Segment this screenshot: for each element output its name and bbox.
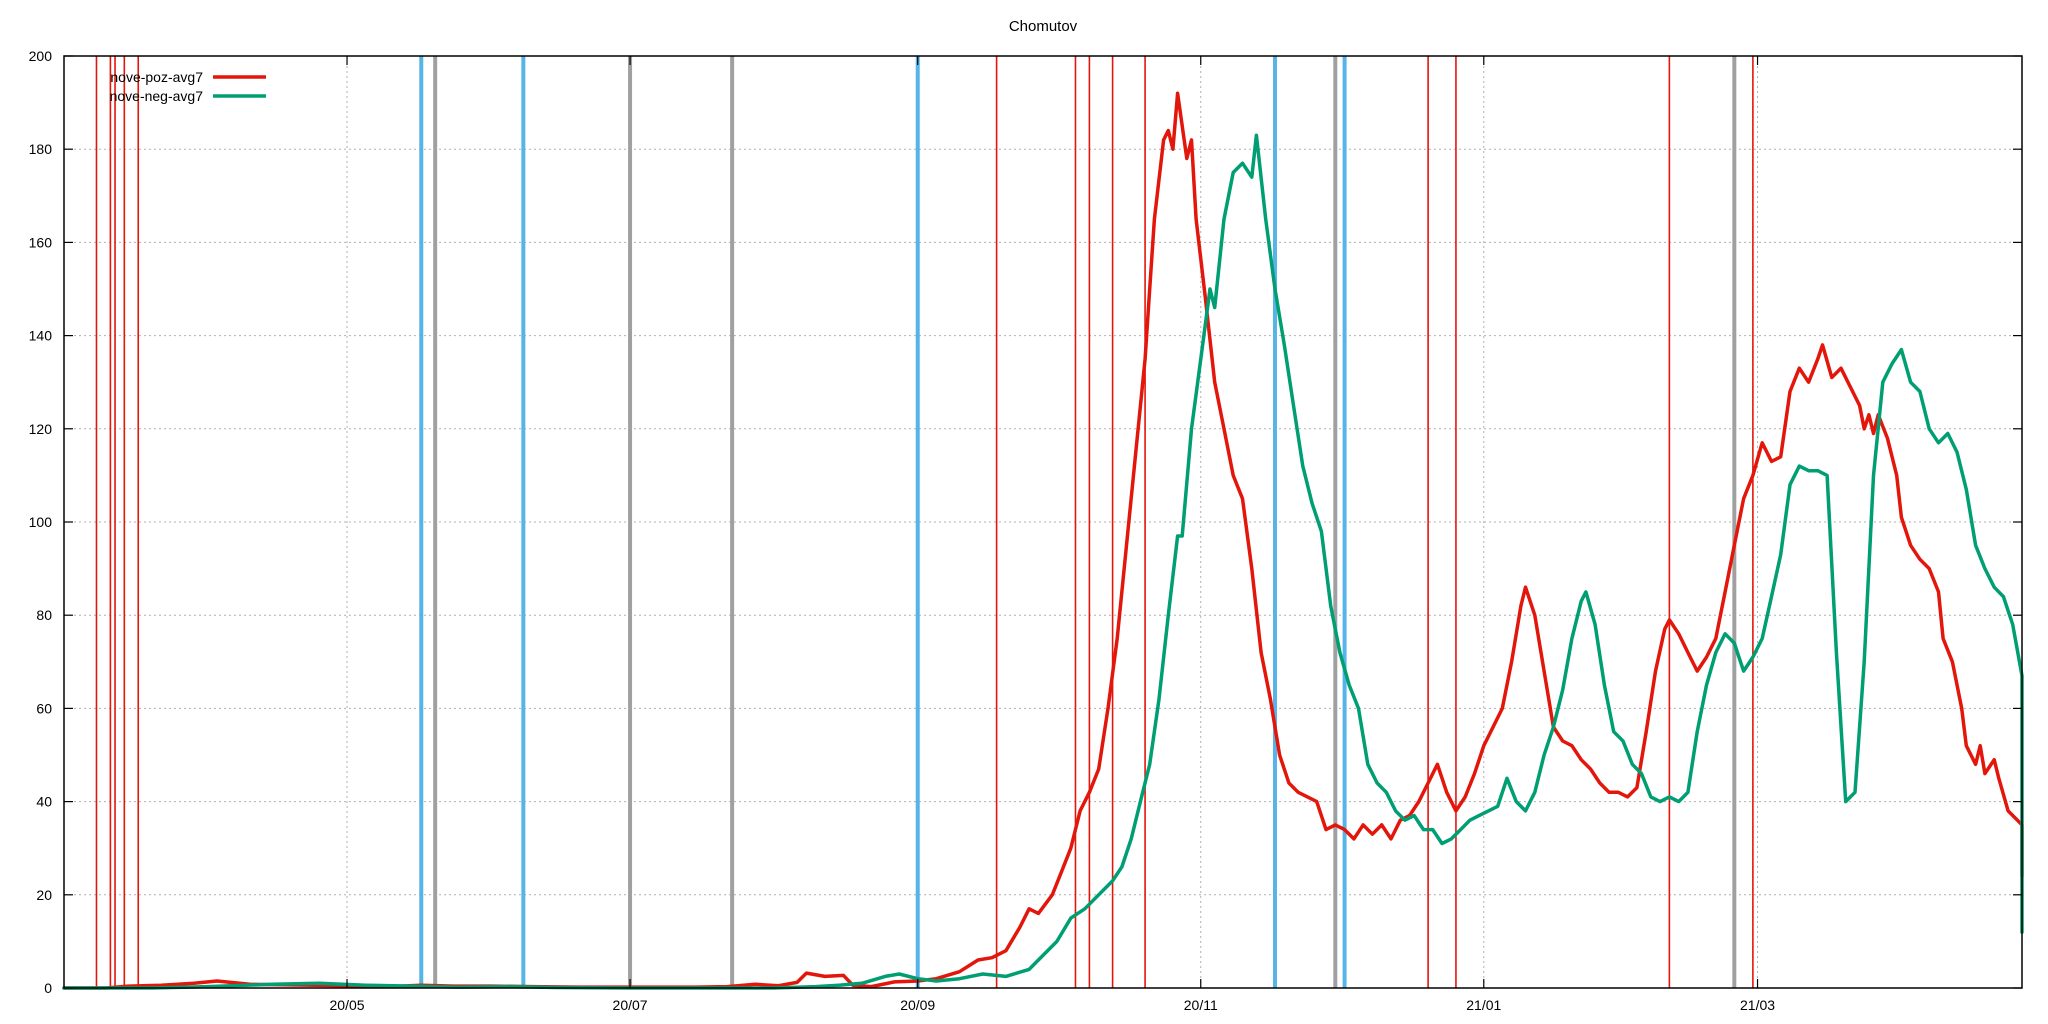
y-tick-label: 80 [36, 607, 52, 623]
y-tick-label: 140 [29, 328, 53, 344]
x-axis: 20/05 20/07 20/09 20/11 21/01 21/03 [330, 56, 1775, 1013]
x-tick-label: 21/03 [1740, 997, 1775, 1013]
series-line-nove-neg-avg7 [62, 133, 2024, 990]
y-tick-label: 160 [29, 234, 53, 250]
series-lines [62, 91, 2024, 990]
y-tick-label: 180 [29, 141, 53, 157]
y-axis: 0 20 40 60 80 100 120 140 160 180 200 [29, 48, 2022, 996]
y-tick-label: 60 [36, 700, 52, 716]
y-tick-label: 0 [44, 980, 52, 996]
x-tick-label: 20/11 [1184, 997, 1218, 1013]
y-tick-label: 100 [29, 514, 53, 530]
plot-frame [63, 55, 2023, 989]
vertical-markers [95, 56, 1754, 988]
y-tick-label: 200 [29, 48, 53, 64]
chart-title: Chomutov [1009, 18, 1078, 35]
series-line-nove-poz-avg7 [62, 91, 2024, 990]
x-tick-label: 20/09 [900, 997, 935, 1013]
grid [64, 56, 2022, 988]
x-tick-label: 20/05 [330, 997, 365, 1013]
y-tick-label: 120 [29, 421, 53, 437]
legend-label: nove-poz-avg7 [110, 69, 203, 85]
legend: nove-poz-avg7 nove-neg-avg7 [110, 69, 266, 104]
y-tick-label: 20 [36, 887, 52, 903]
y-tick-label: 40 [36, 794, 52, 810]
legend-label: nove-neg-avg7 [110, 88, 204, 104]
x-tick-label: 20/07 [613, 997, 648, 1013]
x-tick-label: 21/01 [1466, 997, 1501, 1013]
